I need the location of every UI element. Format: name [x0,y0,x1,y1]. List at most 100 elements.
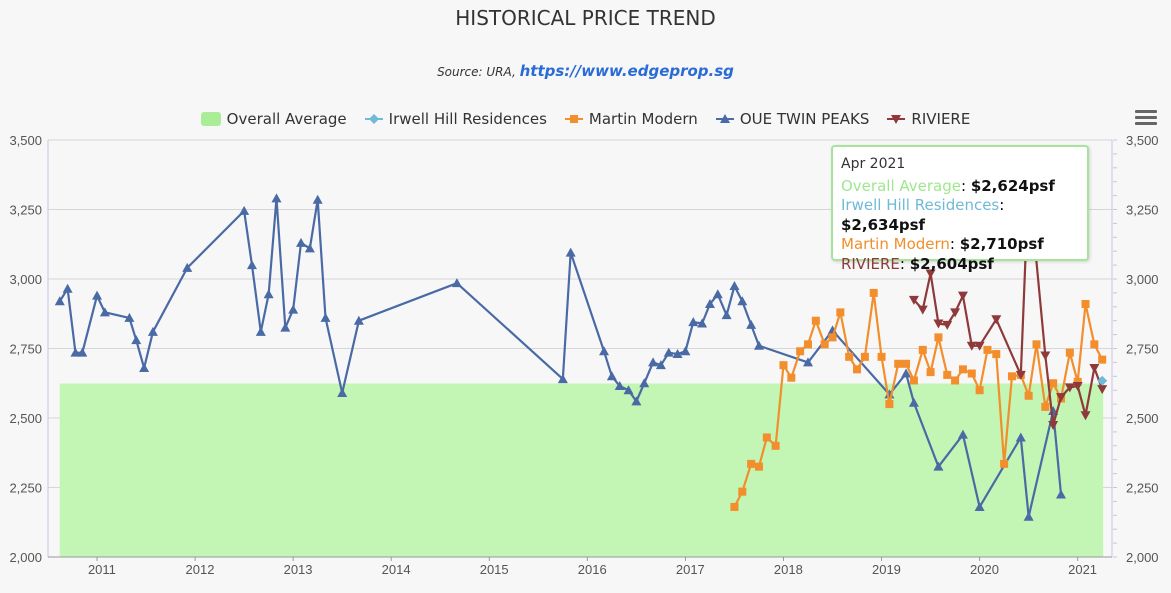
chart-subtitle: Source: URA, https://www.edgeprop.sg [0,62,1171,80]
x-tick-label: 2016 [578,562,607,577]
y-tick-label-left: 3,500 [9,133,42,148]
tooltip-value: $2,604psf [909,254,994,273]
data-point [648,357,659,367]
x-tick-label: 2012 [186,562,215,577]
x-tick-label: 2017 [676,562,705,577]
legend-item-irwell-hill-residences[interactable]: Irwell Hill Residences [364,110,547,128]
data-point [942,320,953,330]
data-point [131,335,142,345]
data-point [908,295,919,305]
tooltip-row: Martin Modern: $2,710psf [841,235,1044,254]
x-tick-label: 2013 [284,562,313,577]
data-point [1081,300,1090,309]
data-point [975,386,984,395]
series-layer [54,174,1108,521]
data-point [639,378,650,388]
x-tick-label: 2021 [1068,562,1097,577]
y-tick-label-left: 3,250 [9,203,42,218]
data-point [124,312,135,322]
data-point [62,283,73,293]
data-point [943,370,952,379]
data-point [655,360,666,370]
data-point [1024,391,1033,400]
data-point [182,262,193,272]
data-tooltip: Apr 2021 Overall Average: $2,624psf Irwe… [831,145,1089,273]
tooltip-value: $2,624psf [970,176,1055,195]
data-point [147,326,158,336]
x-tick-label: 2015 [480,562,509,577]
data-point [957,429,968,439]
y-tick-label-right: 3,000 [1126,272,1159,287]
data-point [1073,377,1082,386]
legend-swatch-area [200,112,221,126]
data-point [836,308,845,317]
data-point [925,269,936,279]
y-tick-label-left: 3,000 [9,272,42,287]
data-point [92,290,103,300]
data-point [1090,340,1099,349]
data-point [991,315,1002,325]
data-point [1049,379,1058,388]
data-point [950,308,961,318]
data-point [1032,340,1041,349]
tooltip-value: $2,710psf [959,235,1044,254]
legend-diamond-marker [364,114,383,124]
source-link[interactable]: https://www.edgeprop.sg [519,62,734,80]
chart-title: HISTORICAL PRICE TREND [455,6,716,30]
data-point [337,387,348,397]
legend-item-oue-twin-peaks[interactable]: OUE TWIN PEAKS [715,110,869,128]
data-point [966,341,977,351]
legend-triangle-down-marker [887,115,906,124]
legend-item-overall-average[interactable]: Overall Average [200,110,347,128]
data-point [663,347,674,357]
data-point [992,350,1001,359]
data-point [246,260,257,270]
legend-item-riviere[interactable]: RIVIERE [887,110,970,128]
tooltip-value: $2,634psf [841,215,926,234]
data-point [1041,402,1050,411]
tooltip-series-name: RIVIERE [841,254,900,273]
tooltip-row: Irwell Hill Residences: $2,634psf [841,196,1005,234]
data-point [1098,355,1107,364]
data-point [1015,370,1026,380]
data-point [239,205,250,215]
data-point [353,315,364,325]
data-point [951,376,960,385]
tooltip-series-name: Irwell Hill Residences [841,196,1000,215]
data-point [304,243,315,253]
legend-item-martin-modern[interactable]: Martin Modern [564,110,698,128]
data-point [746,319,757,329]
data-point [958,365,967,374]
data-point [934,333,943,342]
data-point [296,237,307,247]
data-point [747,459,756,468]
x-tick-label: 2020 [970,562,999,577]
data-point [845,352,854,361]
series-irwell-hill-residences [1097,375,1108,386]
data-point [738,487,747,496]
data-point [796,347,805,356]
data-point [1000,459,1009,468]
data-point [860,352,869,361]
data-point [926,368,935,377]
x-tick-label: 2014 [382,562,411,577]
data-point [1065,348,1074,357]
series-line [733,291,1104,508]
hamburger-menu-icon[interactable] [1135,110,1157,126]
data-point [779,361,788,370]
data-point [918,345,927,354]
data-point [877,352,886,361]
data-point [909,376,918,385]
data-point [902,359,911,368]
data-point [599,346,610,356]
data-point [730,502,739,511]
legend-square-marker [564,115,583,123]
data-point [787,373,796,382]
data-point [828,333,837,342]
data-point [894,359,903,368]
data-point [869,288,878,297]
data-point [697,318,708,328]
data-point [957,291,968,301]
x-tick-label: 2011 [88,562,116,577]
